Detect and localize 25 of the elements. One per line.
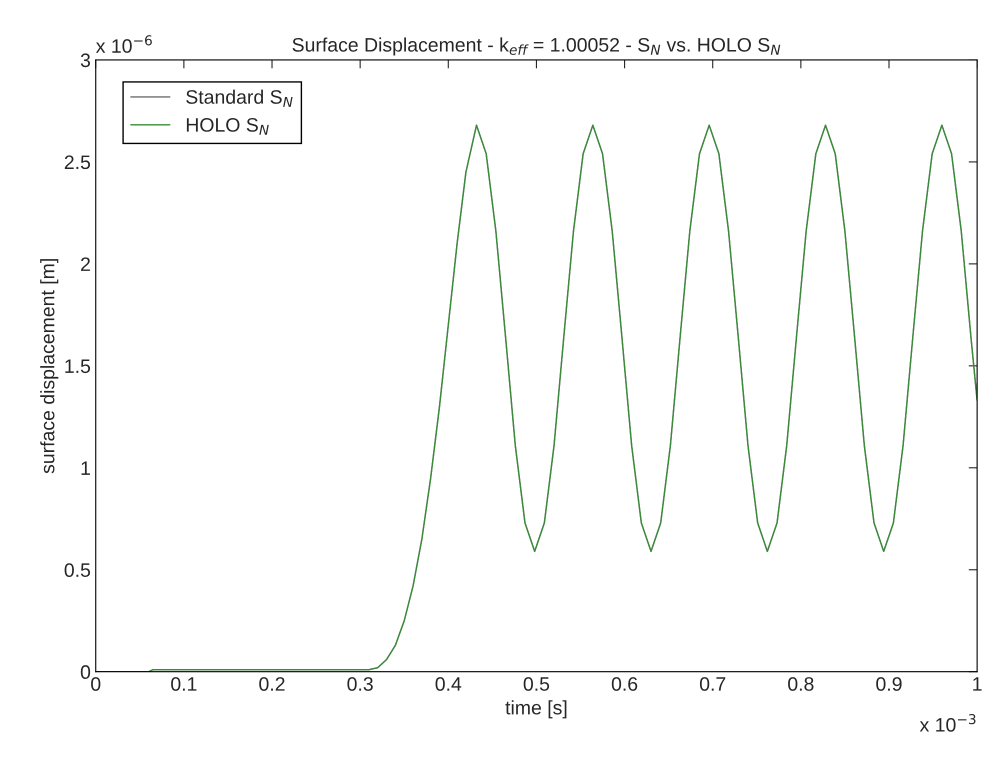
y-tick-label: 2.5 [64, 155, 90, 170]
y-tick-label: 3 [80, 53, 90, 68]
x-tick-label: 0.3 [347, 677, 373, 691]
x-tick-label: 0 [91, 677, 100, 691]
legend-label: HOLO S$_{N}$ [186, 118, 269, 135]
y-tick-label: 1.5 [65, 360, 90, 374]
x-tick-label: 0.8 [788, 677, 814, 691]
x-tick-label: 0.2 [259, 677, 285, 691]
chart-title: Surface Displacement - k$_{eff}$ = 1.00052 - S$_{N}$ vs. HOLO S$_{N}$ [292, 37, 780, 56]
x-tick-label: 0.1 [171, 677, 196, 691]
x-tick-label: 0.7 [700, 677, 726, 691]
text: x 10$^{−3}$ [920, 714, 976, 732]
y-axis-title: surface displacement [m] [40, 259, 58, 474]
x-tick-label: 0.6 [612, 677, 638, 691]
y-tick-label: 1 [82, 461, 90, 475]
x-axis-title: time [s] [505, 700, 566, 718]
x-tick-label: 0.9 [876, 677, 902, 691]
x-tick-label: 0.5 [524, 677, 550, 691]
y-tick-label: 0 [80, 665, 90, 679]
x-tick-label: 1 [973, 677, 982, 691]
x-tick-label: 0.4 [436, 677, 462, 691]
legend-label: Standard S$_{N}$ [186, 90, 293, 107]
y-tick-label: 0.5 [64, 563, 90, 577]
text: x 10$^{−6}$ [96, 35, 152, 53]
y-tick-label: 2 [81, 257, 90, 271]
